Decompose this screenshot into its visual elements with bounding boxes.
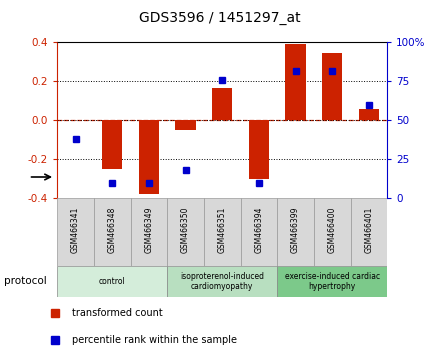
- Bar: [94, 198, 131, 266]
- Bar: [277, 266, 387, 297]
- Text: control: control: [99, 277, 125, 286]
- Text: transformed count: transformed count: [72, 308, 163, 318]
- Bar: [286, 45, 306, 120]
- Text: GSM466394: GSM466394: [254, 206, 264, 253]
- Bar: [359, 109, 379, 120]
- Bar: [314, 198, 351, 266]
- Text: GSM466350: GSM466350: [181, 206, 190, 253]
- Text: exercise-induced cardiac
hypertrophy: exercise-induced cardiac hypertrophy: [285, 272, 380, 291]
- Bar: [57, 266, 167, 297]
- Text: isoproterenol-induced
cardiomyopathy: isoproterenol-induced cardiomyopathy: [180, 272, 264, 291]
- Bar: [212, 88, 232, 120]
- Bar: [57, 198, 94, 266]
- Bar: [131, 198, 167, 266]
- Text: GSM466351: GSM466351: [218, 206, 227, 253]
- Bar: [167, 266, 277, 297]
- Text: GSM466401: GSM466401: [364, 206, 374, 253]
- Bar: [249, 120, 269, 179]
- Bar: [322, 53, 342, 120]
- Text: GSM466400: GSM466400: [328, 206, 337, 253]
- Bar: [351, 198, 387, 266]
- Bar: [277, 198, 314, 266]
- Text: protocol: protocol: [4, 276, 47, 286]
- Bar: [167, 198, 204, 266]
- Bar: [204, 198, 241, 266]
- Text: GSM466348: GSM466348: [108, 206, 117, 253]
- Bar: [241, 198, 277, 266]
- Bar: [139, 120, 159, 194]
- Text: GSM466399: GSM466399: [291, 206, 300, 253]
- Text: percentile rank within the sample: percentile rank within the sample: [72, 335, 237, 345]
- Bar: [176, 120, 196, 130]
- Bar: [102, 120, 122, 169]
- Text: GSM466349: GSM466349: [144, 206, 154, 253]
- Text: GSM466341: GSM466341: [71, 206, 80, 253]
- Text: GDS3596 / 1451297_at: GDS3596 / 1451297_at: [139, 11, 301, 25]
